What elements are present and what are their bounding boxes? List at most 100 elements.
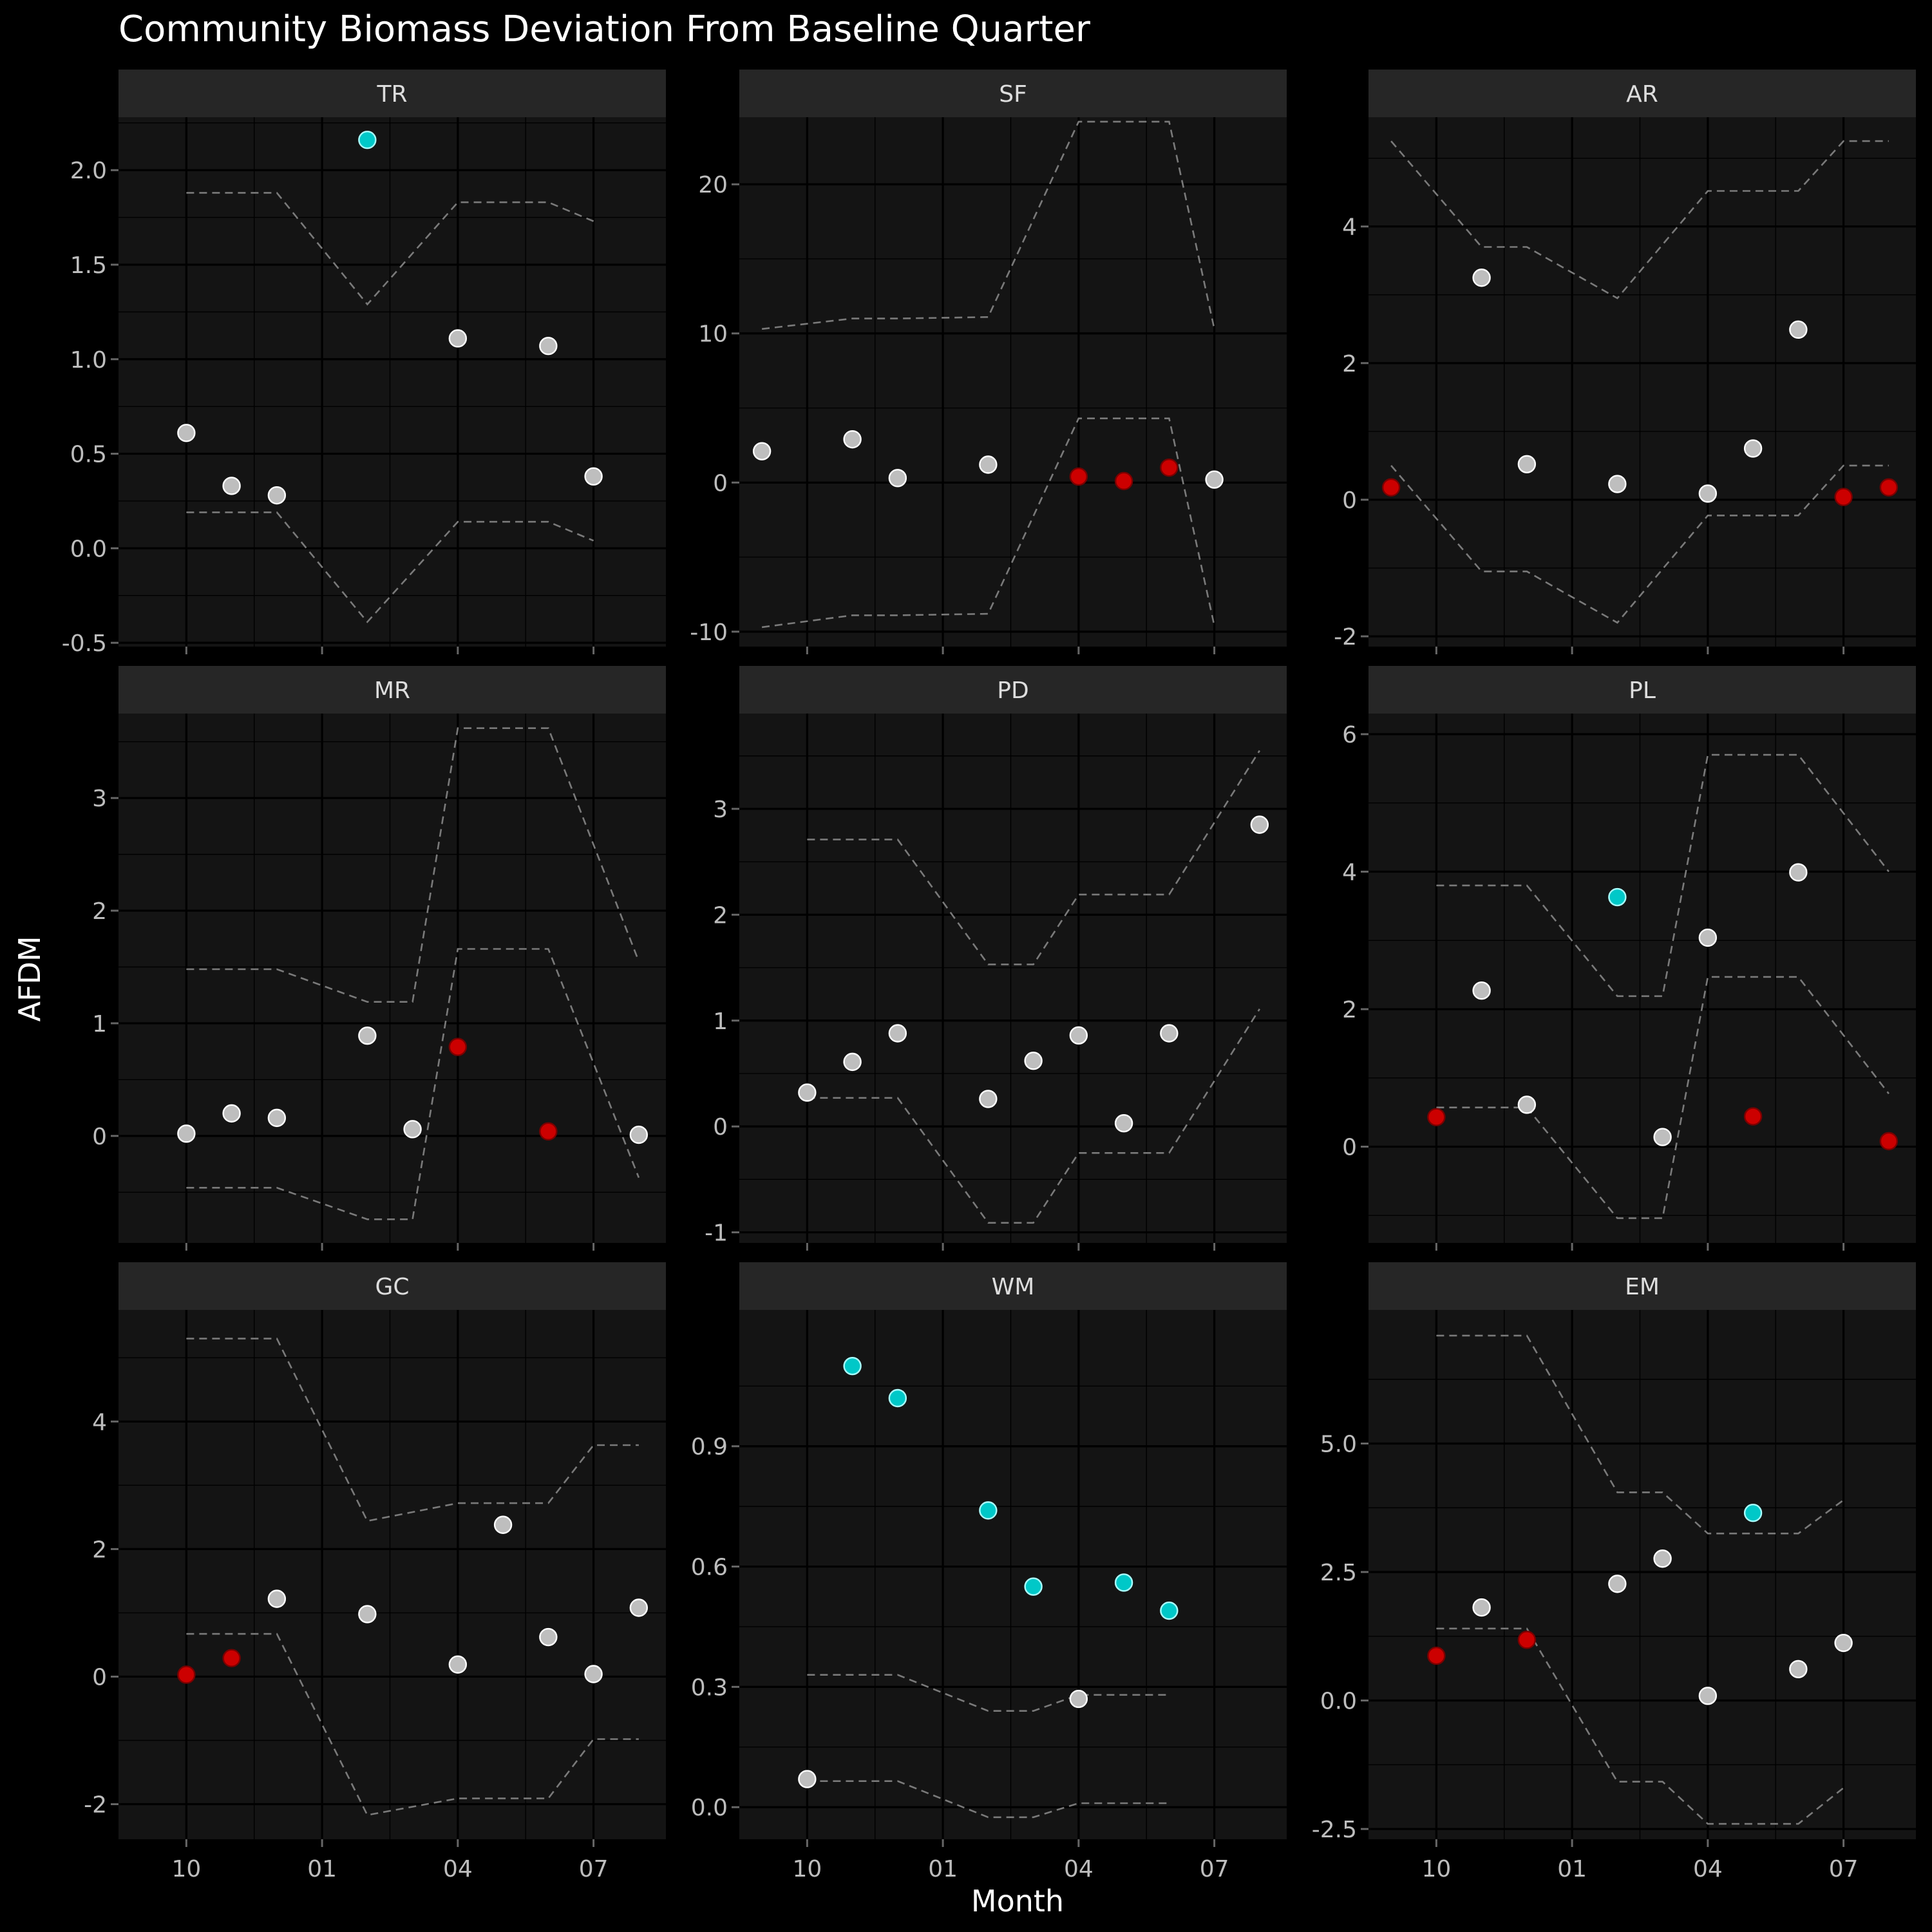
- data-point: [358, 1026, 377, 1045]
- data-point: [267, 1589, 287, 1608]
- data-point: [222, 1649, 241, 1667]
- data-point: [1160, 1024, 1179, 1043]
- data-point: [1024, 1577, 1043, 1596]
- y-tick-label: 2.0: [70, 158, 107, 184]
- x-tick-label: 10: [792, 1856, 822, 1882]
- data-point: [1472, 981, 1491, 1000]
- data-point: [1608, 475, 1627, 493]
- data-point: [843, 1052, 862, 1072]
- x-tick-label: 01: [307, 1856, 337, 1882]
- data-point: [448, 1037, 468, 1056]
- data-point: [1472, 269, 1491, 287]
- x-tick-label: 01: [928, 1856, 958, 1882]
- data-point: [448, 1655, 468, 1674]
- data-point: [888, 1388, 907, 1408]
- data-point: [1160, 458, 1179, 477]
- facet-label-mr: MR: [374, 677, 410, 704]
- data-point: [843, 1356, 862, 1376]
- y-tick-label: 0.3: [691, 1674, 728, 1701]
- data-point: [1608, 1575, 1627, 1593]
- y-tick-label: 0: [1342, 488, 1357, 514]
- data-point: [979, 1090, 998, 1108]
- facet-strip-wm: [739, 1262, 1287, 1310]
- facet-pd: PD -1 0 1 2 3: [705, 666, 1287, 1251]
- x-tick-label: 07: [1200, 1856, 1229, 1882]
- x-tick-label: 01: [1557, 1856, 1587, 1882]
- data-point: [1653, 1128, 1672, 1146]
- data-point: [1608, 887, 1627, 907]
- data-point: [1743, 439, 1763, 458]
- data-point: [358, 131, 377, 149]
- y-tick-label: 4: [92, 1409, 107, 1435]
- y-tick-label: -1: [705, 1220, 728, 1247]
- facet-strip-mr: [118, 666, 666, 714]
- upper-bound-line: [807, 1674, 1170, 1712]
- upper-bound-line: [1436, 1334, 1844, 1535]
- lower-bound-line: [1436, 1627, 1844, 1825]
- data-point: [1160, 1601, 1179, 1620]
- facet-sf: SF -10 0 10 20: [690, 70, 1287, 654]
- x-tick-label: 07: [579, 1856, 609, 1882]
- data-point: [177, 1124, 196, 1143]
- y-tick-label: -0.5: [62, 630, 107, 657]
- data-point: [1879, 1132, 1899, 1151]
- facet-label-wm: WM: [992, 1274, 1035, 1300]
- data-point: [222, 477, 241, 495]
- data-point: [798, 1083, 817, 1102]
- y-tick-label: 10: [698, 321, 728, 348]
- upper-bound-line: [1436, 753, 1889, 998]
- facet-strip-pd: [739, 666, 1287, 714]
- data-point: [1789, 863, 1808, 882]
- data-point: [629, 1125, 649, 1144]
- facet-gc: GC -2 0 2 4 10 01 04 07: [84, 1262, 666, 1882]
- y-tick-label: 20: [698, 172, 728, 198]
- facet-strip-tr: [118, 70, 666, 117]
- upper-bound-line: [807, 750, 1261, 965]
- facet-grid: TR-0.50.00.51.01.52.0SF-1001020AR-2024MR…: [62, 70, 1916, 1882]
- lower-bound-line: [186, 948, 640, 1220]
- x-tick-label: 07: [1829, 1856, 1859, 1882]
- panel-background: [1368, 714, 1916, 1243]
- y-tick-label: 0.0: [1320, 1689, 1357, 1715]
- data-point: [1698, 1687, 1718, 1705]
- upper-bound-line: [186, 727, 640, 1003]
- facet-ar: AR -2 0 2 4: [1334, 70, 1916, 654]
- y-tick-label: 1.0: [70, 347, 107, 374]
- x-tick-label: 04: [1693, 1856, 1723, 1882]
- facet-pl: PL 0 2 4 6: [1342, 666, 1916, 1251]
- panel-background: [739, 1310, 1287, 1839]
- panel-background: [739, 117, 1287, 647]
- y-tick-label: 0: [713, 1114, 728, 1141]
- data-point: [629, 1598, 649, 1617]
- data-point: [1834, 1633, 1853, 1653]
- data-point: [267, 1108, 287, 1128]
- lower-bound-line: [1390, 464, 1889, 624]
- y-tick-label: 0: [1342, 1135, 1357, 1161]
- data-point: [1653, 1549, 1672, 1568]
- data-point: [798, 1770, 817, 1788]
- data-point: [1427, 1108, 1446, 1126]
- data-point: [177, 1665, 196, 1684]
- data-point: [752, 442, 772, 460]
- data-point: [1517, 1095, 1537, 1114]
- y-tick-label: 0.5: [70, 442, 107, 468]
- x-tick-label: 04: [443, 1856, 473, 1882]
- facet-strip-em: [1368, 1262, 1916, 1310]
- data-point: [1743, 1107, 1763, 1126]
- y-tick-label: 2.5: [1320, 1560, 1357, 1586]
- x-tick-label: 10: [171, 1856, 201, 1882]
- y-tick-label: 2: [1342, 997, 1357, 1023]
- data-point: [539, 1122, 558, 1141]
- facet-mr: MR 0 1 2 3: [92, 666, 666, 1251]
- data-point: [888, 469, 907, 488]
- data-point: [1743, 1504, 1763, 1522]
- data-point: [177, 424, 196, 442]
- y-tick-label: 2: [713, 902, 728, 929]
- y-tick-label: -10: [690, 620, 728, 646]
- panel-background: [118, 1310, 666, 1839]
- x-tick-label: 04: [1064, 1856, 1094, 1882]
- lower-bound-line: [761, 417, 1215, 629]
- facet-strip-gc: [118, 1262, 666, 1310]
- data-point: [1205, 470, 1224, 489]
- data-point: [1789, 320, 1808, 339]
